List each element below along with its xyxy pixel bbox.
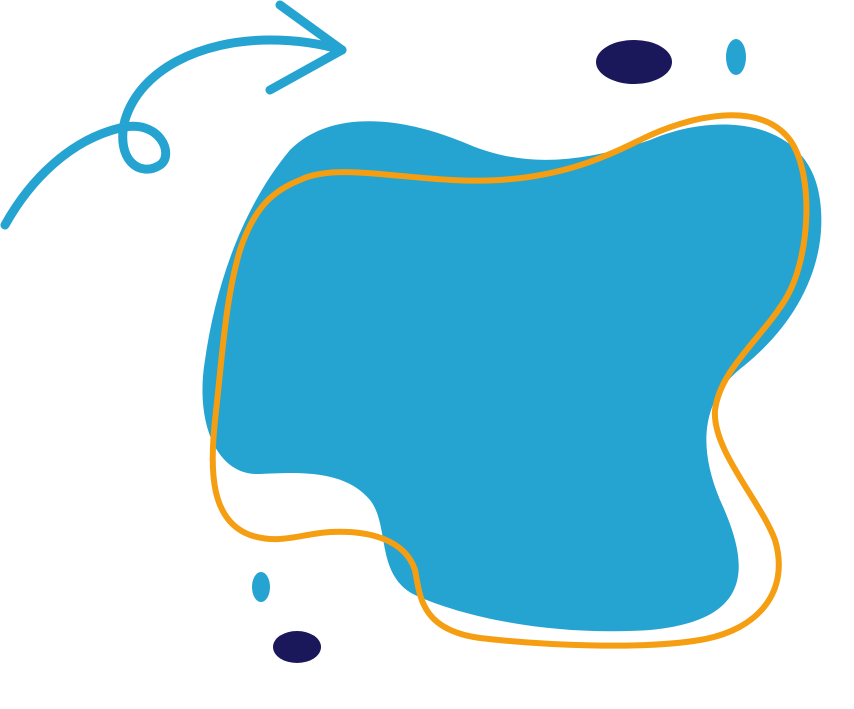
arrow-head (265, 0, 347, 95)
navy-dot-large (596, 40, 672, 84)
curly-arrow-icon (0, 0, 347, 230)
blue-blob (202, 121, 822, 632)
orange-outline (209, 112, 810, 649)
blue-dot-top (726, 39, 746, 75)
blue-dot-bottom (252, 572, 270, 602)
navy-dot-small (273, 631, 321, 663)
arrow-stem (0, 35, 347, 230)
